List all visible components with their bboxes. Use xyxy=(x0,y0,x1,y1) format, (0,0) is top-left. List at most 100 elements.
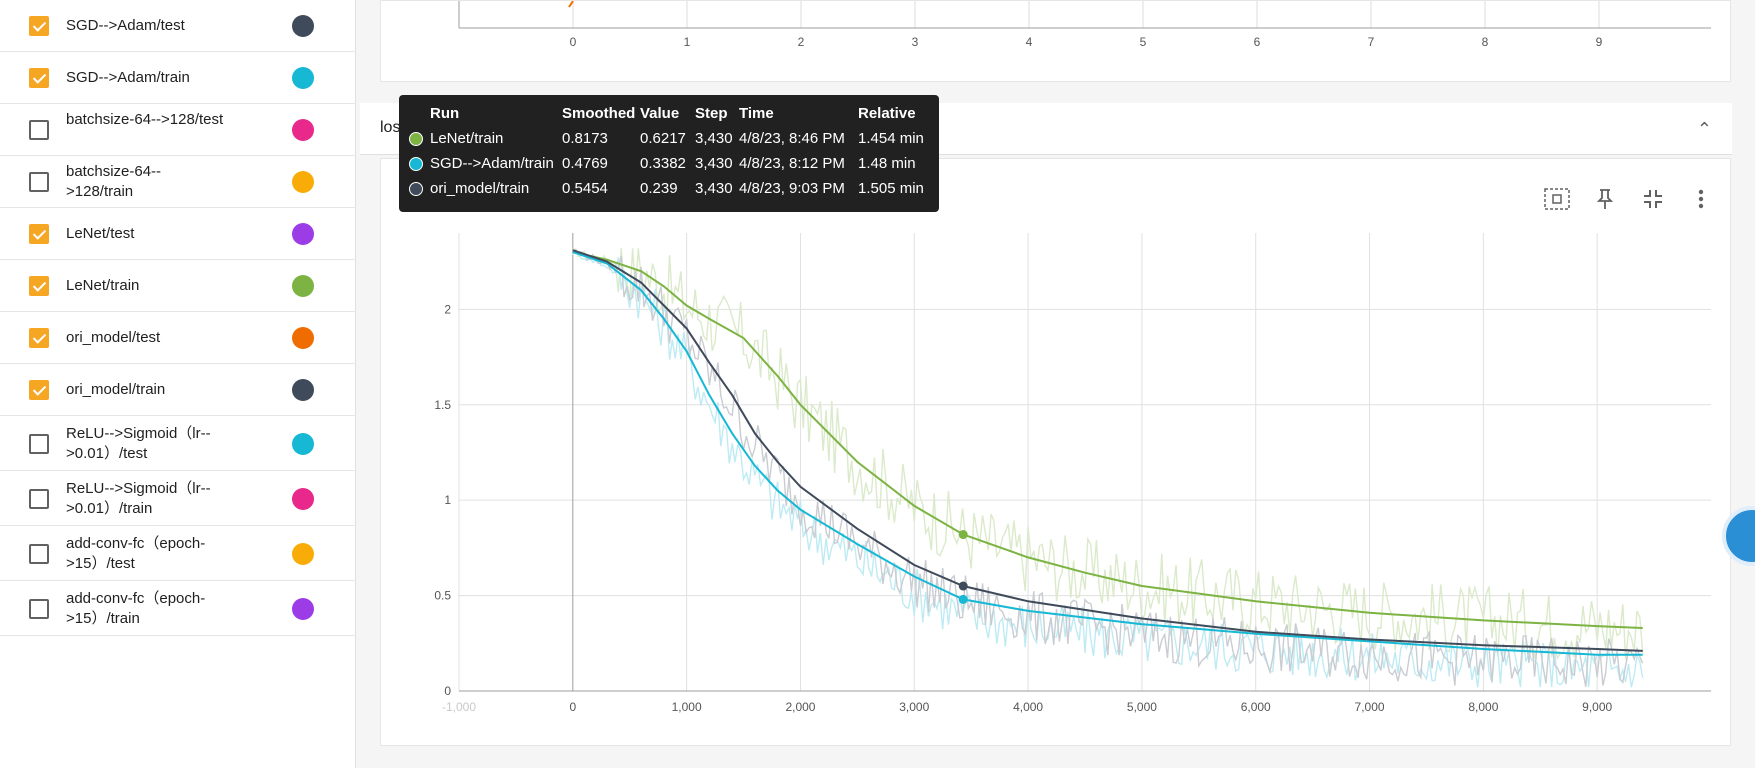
tt-header-step: Step xyxy=(695,105,728,122)
chevron-up-icon[interactable]: ⌃ xyxy=(1696,119,1712,139)
raw-series-line xyxy=(572,248,1644,661)
raw-series-line xyxy=(572,249,1644,688)
run-color-swatch[interactable] xyxy=(292,432,314,455)
raw-series-line xyxy=(572,248,1644,688)
tt-cell-run: LeNet/train xyxy=(430,130,504,147)
x-tick-label: 7,000 xyxy=(1355,700,1385,714)
run-color-swatch[interactable] xyxy=(292,119,314,141)
run-row[interactable]: ReLU-->Sigmoid（lr-->0.01）/train xyxy=(0,471,356,526)
run-checkbox[interactable] xyxy=(29,543,49,564)
run-label: add-conv-fc（epoch->15）/test xyxy=(66,534,206,572)
run-checkbox[interactable] xyxy=(29,328,49,348)
run-color-swatch[interactable] xyxy=(292,327,314,349)
tt-cell-value: 0.3382 xyxy=(640,155,686,172)
tt-cell-run: SGD-->Adam/train xyxy=(430,155,554,172)
series-line xyxy=(572,251,1643,656)
run-row[interactable]: LeNet/train xyxy=(0,260,356,312)
run-color-swatch[interactable] xyxy=(292,379,314,401)
tt-header-smoothed: Smoothed xyxy=(562,105,636,122)
run-checkbox[interactable] xyxy=(29,16,49,36)
tt-color-dot xyxy=(409,132,423,146)
run-checkbox[interactable] xyxy=(29,172,49,192)
x-tick-label: 4,000 xyxy=(1013,700,1043,714)
y-tick-label: 2 xyxy=(444,302,451,316)
run-row[interactable]: SGD-->Adam/test xyxy=(0,0,356,52)
tt-header-value: Value xyxy=(640,105,680,122)
run-label: SGD-->Adam/test xyxy=(66,17,185,34)
tt-cell-smoothed: 0.5454 xyxy=(562,180,608,197)
run-row[interactable]: ReLU-->Sigmoid（lr-->0.01）/test xyxy=(0,416,356,471)
run-label: ori_model/test xyxy=(66,329,161,346)
x-tick-label: 0 xyxy=(569,700,576,714)
series-line xyxy=(572,249,1643,652)
tt-cell-relative: 1.454 min xyxy=(858,130,924,147)
run-checkbox[interactable] xyxy=(29,598,49,619)
collapse-icon[interactable] xyxy=(1639,188,1667,216)
run-color-swatch[interactable] xyxy=(292,223,314,245)
run-color-swatch[interactable] xyxy=(292,275,314,297)
fit-domain-icon[interactable] xyxy=(1543,188,1571,216)
run-row[interactable]: LeNet/test xyxy=(0,208,356,260)
run-label: LeNet/test xyxy=(66,225,135,242)
tt-header-time: Time xyxy=(739,105,774,122)
run-color-swatch[interactable] xyxy=(292,542,314,565)
run-color-swatch[interactable] xyxy=(292,487,314,510)
tt-cell-relative: 1.48 min xyxy=(858,155,916,172)
top-x-tick-label: 7 xyxy=(1368,35,1375,49)
run-row[interactable]: SGD-->Adam/train xyxy=(0,52,356,104)
runs-sidebar: SGD-->Adam/test SGD-->Adam/train batchsize… xyxy=(0,0,356,768)
tt-cell-relative: 1.505 min xyxy=(858,180,924,197)
run-row[interactable]: add-conv-fc（epoch->15）/train xyxy=(0,581,356,636)
run-color-swatch[interactable] xyxy=(292,67,314,89)
top-x-tick-label: 1 xyxy=(684,35,691,49)
top-x-tick-label: 8 xyxy=(1482,35,1489,49)
x-tick-label: -1,000 xyxy=(442,700,476,714)
run-label: add-conv-fc（epoch->15）/train xyxy=(66,589,206,627)
tt-cell-step: 3,430 xyxy=(695,180,733,197)
hover-tooltip: Run Smoothed Value Step Time Relative Le… xyxy=(399,95,939,212)
run-row[interactable]: add-conv-fc（epoch->15）/test xyxy=(0,526,356,581)
x-tick-label: 9,000 xyxy=(1582,700,1612,714)
run-checkbox[interactable] xyxy=(29,224,49,244)
y-tick-label: 1.5 xyxy=(434,398,451,412)
run-row[interactable]: batchsize-64-->128/test xyxy=(0,104,356,156)
run-label: ori_model/train xyxy=(66,381,166,398)
run-checkbox[interactable] xyxy=(29,68,49,88)
run-checkbox[interactable] xyxy=(29,380,49,400)
run-color-swatch[interactable] xyxy=(292,15,314,37)
run-row[interactable]: batchsize-64-->128/train xyxy=(0,156,356,208)
tt-cell-run: ori_model/train xyxy=(430,180,530,197)
run-color-swatch[interactable] xyxy=(292,171,314,193)
run-label: LeNet/train xyxy=(66,277,140,294)
tt-cell-step: 3,430 xyxy=(695,130,733,147)
pin-icon[interactable] xyxy=(1591,188,1619,216)
tt-cell-value: 0.6217 xyxy=(640,130,686,147)
top-x-tick-label: 0 xyxy=(570,35,577,49)
top-x-tick-label: 3 xyxy=(912,35,919,49)
top-x-tick-label: 5 xyxy=(1140,35,1147,49)
tt-cell-time: 4/8/23, 8:46 PM xyxy=(739,130,845,147)
hover-point xyxy=(958,594,968,604)
tt-cell-time: 4/8/23, 9:03 PM xyxy=(739,180,845,197)
run-checkbox[interactable] xyxy=(29,276,49,296)
run-row[interactable]: ori_model/train xyxy=(0,364,356,416)
run-checkbox[interactable] xyxy=(29,433,49,454)
run-label: ReLU-->Sigmoid（lr-->0.01）/train xyxy=(66,479,211,517)
run-row[interactable]: ori_model/test xyxy=(0,312,356,364)
more-vert-icon[interactable] xyxy=(1687,188,1715,216)
run-color-swatch[interactable] xyxy=(292,597,314,620)
tt-cell-step: 3,430 xyxy=(695,155,733,172)
top-chart: 0 1 2 3 4 5 6 7 8 9 xyxy=(458,0,1711,49)
run-label: batchsize-64-->128/train xyxy=(66,163,162,200)
y-tick-label: 0 xyxy=(444,684,451,698)
run-checkbox[interactable] xyxy=(29,488,49,509)
x-tick-label: 3,000 xyxy=(899,700,929,714)
series-line xyxy=(572,251,1643,629)
tt-cell-smoothed: 0.8173 xyxy=(562,130,608,147)
hover-point xyxy=(958,530,968,540)
top-series-line xyxy=(568,0,574,8)
tt-header-run: Run xyxy=(430,105,460,122)
top-x-tick-label: 2 xyxy=(798,35,805,49)
run-checkbox[interactable] xyxy=(29,120,49,140)
x-tick-label: 2,000 xyxy=(785,700,815,714)
